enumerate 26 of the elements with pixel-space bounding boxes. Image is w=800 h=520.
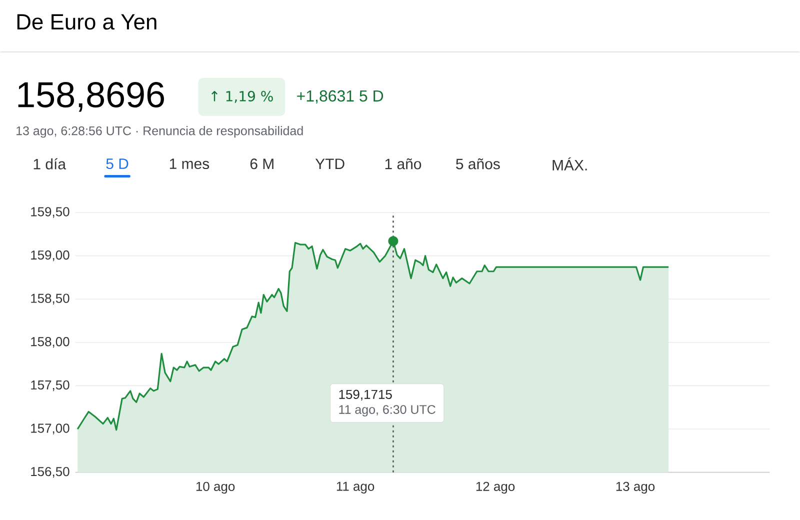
y-tick-label: 158,00 — [31, 336, 70, 348]
y-tick-label: 159,50 — [31, 206, 70, 218]
y-tick-label: 157,50 — [31, 380, 70, 391]
chart-title: De Euro a Yen — [17, 14, 156, 30]
text: MÁX. — [552, 157, 587, 170]
y-tick-label: 157,00 — [31, 423, 70, 434]
y-tick-label: 159,00 — [31, 250, 70, 261]
text: +1,8631 5 D — [297, 90, 384, 104]
annotation: 11 ago, 6:30 UTC — [339, 404, 436, 416]
text: YTD — [315, 158, 344, 169]
y-tick-label: 156,50 — [31, 466, 70, 478]
text: ↑ 1,19 % — [212, 90, 273, 103]
x-tick-label: 13 ago — [616, 482, 655, 494]
annotation: 159,1715 — [339, 390, 392, 400]
x-tick-label: 12 ago — [476, 482, 515, 494]
text: 1 mes — [170, 158, 210, 169]
text: 6 M — [250, 158, 274, 169]
text: 5 años — [456, 158, 500, 170]
text: 13 ago, 6:28:56 UTC · Renuncia de responsabilidad — [16, 126, 303, 138]
x-tick-label: 11 ago — [336, 482, 374, 494]
text: 5 D — [106, 158, 128, 169]
y-tick-label: 158,50 — [31, 294, 70, 304]
x-tick-label: 10 ago — [196, 482, 235, 494]
text: 158,8696 — [18, 82, 164, 112]
text: 1 año — [385, 158, 422, 170]
text: 1 día — [34, 158, 66, 170]
